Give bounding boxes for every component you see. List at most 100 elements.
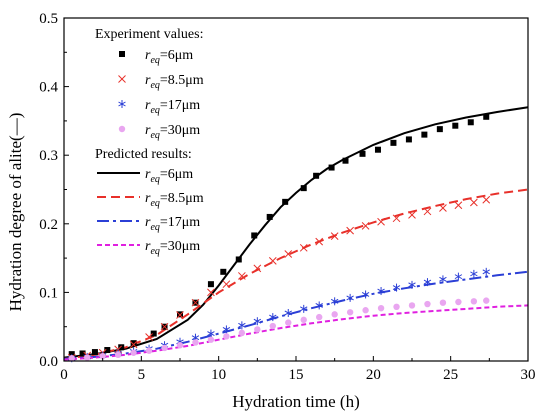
x-stroke <box>470 198 478 207</box>
x-axis-label: Hydration time (h) <box>232 392 359 411</box>
data-point <box>176 342 184 349</box>
legend-marker <box>118 125 126 133</box>
data-point <box>467 119 474 126</box>
x-stroke <box>392 214 401 223</box>
legend-label: req=6μm <box>145 167 193 185</box>
data-point <box>439 299 447 306</box>
asterisk-stroke <box>207 331 215 336</box>
experiment-series-30um <box>68 297 490 362</box>
legend-marker <box>118 75 126 83</box>
asterisk-stroke <box>423 279 432 285</box>
asterisk-stroke <box>300 306 308 312</box>
data-point <box>483 113 490 120</box>
data-point <box>316 313 323 321</box>
legend-label: req=30μm <box>145 123 200 141</box>
data-point <box>482 267 490 276</box>
asterisk-stroke <box>238 322 246 328</box>
data-point <box>104 347 111 354</box>
x-stroke <box>118 75 126 83</box>
plot-marks <box>63 106 529 363</box>
data-point <box>284 250 293 258</box>
data-point <box>439 275 447 284</box>
x-stroke <box>176 311 184 319</box>
experiment-series-17um <box>68 267 490 363</box>
legend-marker <box>118 100 126 108</box>
asterisk-stroke <box>361 292 370 297</box>
data-point <box>238 321 246 330</box>
data-point <box>346 226 354 235</box>
data-point <box>222 325 231 334</box>
legend-label: req=30μm <box>145 239 200 257</box>
data-point <box>482 195 491 204</box>
asterisk-stroke <box>315 303 323 308</box>
x-stroke <box>454 201 463 210</box>
data-point <box>220 268 227 275</box>
data-point <box>269 322 276 330</box>
x-stroke <box>284 250 293 258</box>
data-point <box>251 232 258 239</box>
asterisk-stroke <box>470 271 478 277</box>
data-point <box>408 302 416 309</box>
data-point <box>238 329 246 337</box>
predicted-line-30um <box>63 304 529 361</box>
y-tick-label: 0.2 <box>39 217 58 233</box>
legend-label: req=17μm <box>145 98 200 116</box>
x-stroke <box>160 322 169 331</box>
data-point <box>424 300 431 308</box>
data-point <box>452 122 459 129</box>
data-point <box>222 280 231 289</box>
data-point <box>423 207 432 216</box>
data-point <box>161 344 168 352</box>
data-point <box>207 281 214 288</box>
data-point <box>470 198 478 207</box>
data-point <box>361 222 370 230</box>
data-point <box>300 304 308 313</box>
x-stroke <box>191 298 200 307</box>
data-point <box>223 333 230 340</box>
x-tick-label: 10 <box>211 367 226 383</box>
asterisk-stroke <box>253 318 262 324</box>
data-point <box>254 326 261 333</box>
data-point <box>235 256 242 263</box>
legend: Experiment values: Predicted results: re… <box>95 27 204 257</box>
data-point <box>150 330 157 337</box>
data-point <box>377 304 385 312</box>
y-axis-label: Hydration degree of alite(—) <box>6 113 25 312</box>
x-stroke <box>129 340 138 349</box>
data-point <box>79 350 86 357</box>
x-tick-label: 15 <box>289 367 304 383</box>
data-point <box>99 352 106 360</box>
legend-label: req=6μm <box>145 48 193 66</box>
asterisk-stroke <box>377 288 385 294</box>
predicted-line-8.5um <box>63 188 529 360</box>
asterisk-stroke <box>454 274 463 280</box>
data-point <box>408 280 416 289</box>
data-point <box>84 354 91 361</box>
data-point <box>91 349 98 356</box>
x-stroke <box>377 217 385 226</box>
data-point <box>285 319 292 326</box>
data-point <box>192 339 199 346</box>
asterisk-stroke <box>439 276 447 282</box>
asterisk-stroke <box>191 335 200 341</box>
x-tick-label: 25 <box>443 367 458 383</box>
data-point <box>207 329 215 338</box>
data-point <box>315 237 324 246</box>
legend-label: req=17μm <box>145 215 200 233</box>
y-tick-label: 0.3 <box>39 148 58 164</box>
x-stroke <box>361 222 370 230</box>
x-tick-label: 5 <box>138 367 146 383</box>
data-point <box>392 283 401 292</box>
x-stroke <box>439 204 447 212</box>
data-point <box>454 272 463 281</box>
data-point <box>423 278 432 287</box>
data-point <box>392 214 401 223</box>
data-point <box>346 293 354 302</box>
data-point <box>145 333 153 341</box>
x-stroke <box>253 264 262 273</box>
data-point <box>483 297 490 304</box>
x-tick-label: 30 <box>521 367 536 383</box>
data-point <box>362 307 369 314</box>
asterisk-stroke <box>482 269 490 275</box>
data-point <box>266 213 273 220</box>
